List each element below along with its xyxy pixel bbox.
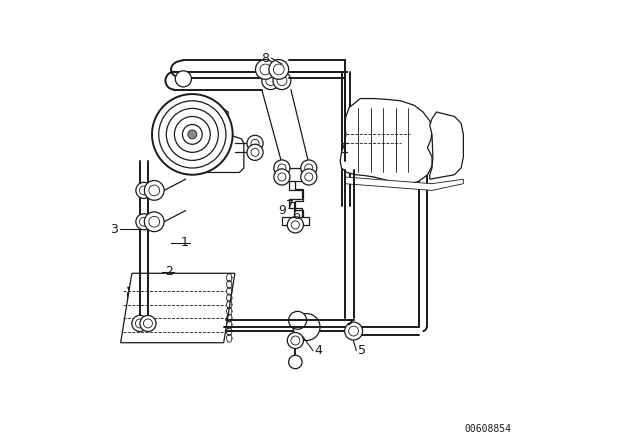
- Circle shape: [145, 181, 164, 200]
- Circle shape: [188, 130, 197, 139]
- Circle shape: [159, 101, 226, 168]
- Circle shape: [136, 182, 152, 198]
- Text: 2: 2: [165, 265, 173, 279]
- Circle shape: [274, 160, 290, 176]
- Circle shape: [262, 72, 280, 90]
- Circle shape: [182, 125, 202, 144]
- Circle shape: [289, 355, 302, 369]
- Text: 6: 6: [292, 208, 300, 222]
- Circle shape: [149, 216, 159, 227]
- Polygon shape: [430, 112, 463, 179]
- Text: 3: 3: [110, 223, 118, 236]
- Polygon shape: [340, 99, 432, 184]
- Circle shape: [152, 94, 233, 175]
- Circle shape: [247, 135, 263, 151]
- Polygon shape: [121, 273, 235, 343]
- Circle shape: [260, 64, 271, 75]
- Circle shape: [266, 76, 276, 86]
- Bar: [282, 217, 309, 225]
- Circle shape: [305, 164, 313, 172]
- Circle shape: [145, 212, 164, 232]
- Circle shape: [287, 332, 303, 349]
- Circle shape: [301, 169, 317, 185]
- Circle shape: [273, 64, 284, 75]
- Circle shape: [349, 326, 358, 336]
- Circle shape: [269, 60, 289, 79]
- Bar: [282, 168, 309, 181]
- Circle shape: [278, 164, 286, 172]
- Circle shape: [143, 319, 152, 328]
- Text: 1: 1: [180, 236, 189, 250]
- Circle shape: [344, 322, 362, 340]
- Circle shape: [305, 173, 313, 181]
- Circle shape: [175, 71, 191, 87]
- Circle shape: [255, 60, 275, 79]
- Circle shape: [287, 217, 303, 233]
- Circle shape: [301, 160, 317, 176]
- Circle shape: [166, 108, 218, 160]
- Text: 00608854: 00608854: [465, 424, 511, 434]
- Circle shape: [140, 315, 156, 332]
- Circle shape: [149, 185, 159, 196]
- Circle shape: [291, 221, 300, 229]
- Polygon shape: [345, 177, 463, 190]
- Circle shape: [174, 116, 210, 152]
- PathPatch shape: [186, 108, 244, 172]
- Circle shape: [132, 315, 148, 332]
- Circle shape: [289, 311, 307, 329]
- Text: 5: 5: [358, 344, 366, 357]
- Circle shape: [140, 217, 148, 226]
- Text: 8: 8: [261, 52, 269, 65]
- Circle shape: [251, 139, 259, 147]
- Circle shape: [136, 319, 145, 328]
- Circle shape: [278, 173, 286, 181]
- Text: 7: 7: [285, 198, 294, 212]
- Circle shape: [274, 169, 290, 185]
- Text: 4: 4: [315, 344, 323, 357]
- Circle shape: [247, 144, 263, 160]
- Circle shape: [136, 214, 152, 230]
- Circle shape: [277, 76, 287, 86]
- Circle shape: [251, 148, 259, 156]
- Circle shape: [293, 314, 320, 340]
- Circle shape: [140, 186, 148, 195]
- Circle shape: [291, 336, 300, 345]
- Text: 9: 9: [278, 204, 286, 217]
- Circle shape: [273, 72, 291, 90]
